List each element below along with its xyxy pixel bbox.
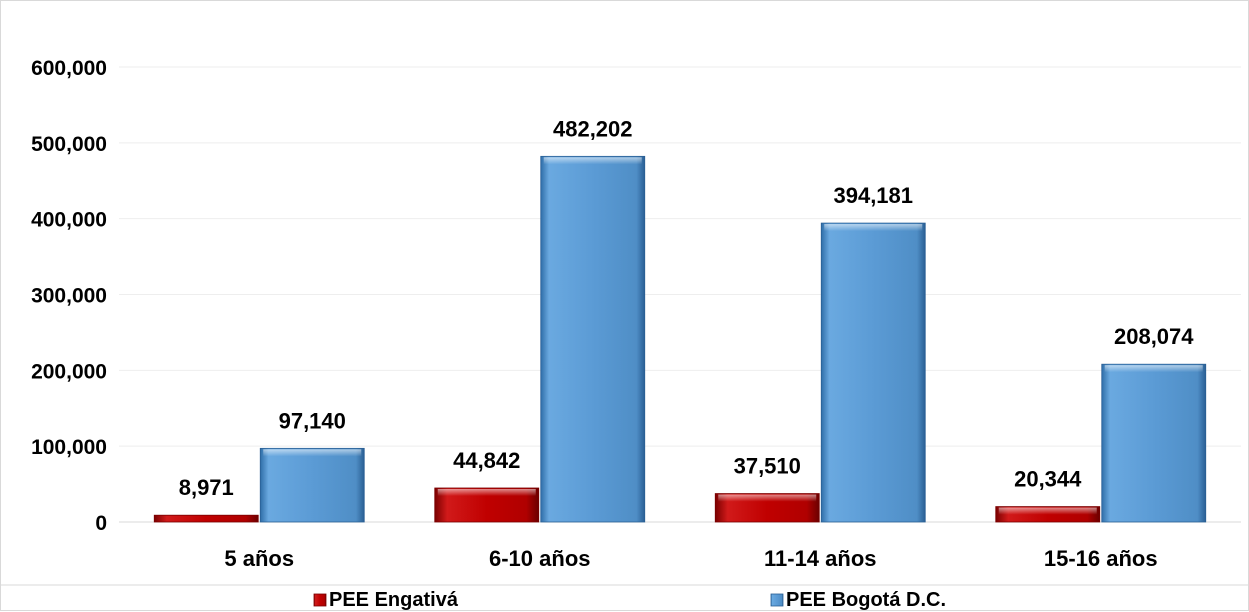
y-tick-label: 100,000 — [31, 436, 107, 459]
bar-bevel — [1104, 365, 1203, 373]
bar-bevel — [543, 157, 642, 165]
x-tick-label: 11-14 años — [764, 546, 877, 571]
bar-engativa-0 — [153, 514, 259, 523]
data-label: 208,074 — [1114, 324, 1194, 349]
bars — [153, 155, 1207, 523]
x-axis: 5 años 6-10 años 11-14 años 15-16 años — [224, 546, 1157, 571]
legend-label-bogota: PEE Bogotá D.C. — [786, 589, 946, 611]
y-tick-label: 600,000 — [31, 57, 107, 80]
bar-bevel — [998, 507, 1097, 515]
x-tick-label: 5 años — [224, 546, 294, 571]
x-tick-label: 6-10 años — [489, 546, 591, 571]
y-tick-label: 400,000 — [31, 209, 107, 232]
legend-label-engativa: PEE Engativá — [329, 589, 459, 611]
bar-bevel — [437, 488, 536, 496]
gridlines — [119, 66, 1241, 523]
legend-swatch-bogota — [770, 593, 784, 607]
y-tick-label: 0 — [95, 512, 107, 535]
bar-bogota-2 — [820, 222, 926, 523]
y-tick-label: 200,000 — [31, 360, 107, 383]
data-labels: 8,971 97,140 44,842 482,202 37,510 394,181 20,… — [179, 116, 1195, 500]
legend-swatch-engativa — [313, 593, 327, 607]
data-label: 394,181 — [833, 183, 913, 208]
bar-bogota-1 — [540, 155, 646, 523]
bar-bevel — [718, 494, 817, 502]
y-tick-label: 300,000 — [31, 285, 107, 308]
data-label: 20,344 — [1014, 467, 1082, 492]
legend: PEE Engativá PEE Bogotá D.C. — [1, 584, 1249, 611]
data-label: 44,842 — [453, 448, 520, 473]
data-label: 97,140 — [279, 408, 346, 433]
x-tick-label: 15-16 años — [1044, 546, 1158, 571]
bar-bogota-0 — [259, 447, 365, 523]
y-tick-label: 500,000 — [31, 133, 107, 156]
bar-bogota-3 — [1101, 363, 1207, 523]
data-label: 8,971 — [179, 475, 234, 500]
bar-bevel — [263, 449, 362, 457]
data-label: 482,202 — [553, 116, 633, 141]
y-axis: 0 100,000 200,000 300,000 400,000 500,000 600,… — [31, 57, 107, 535]
data-label: 37,510 — [734, 454, 801, 479]
bar-bevel — [824, 224, 923, 232]
